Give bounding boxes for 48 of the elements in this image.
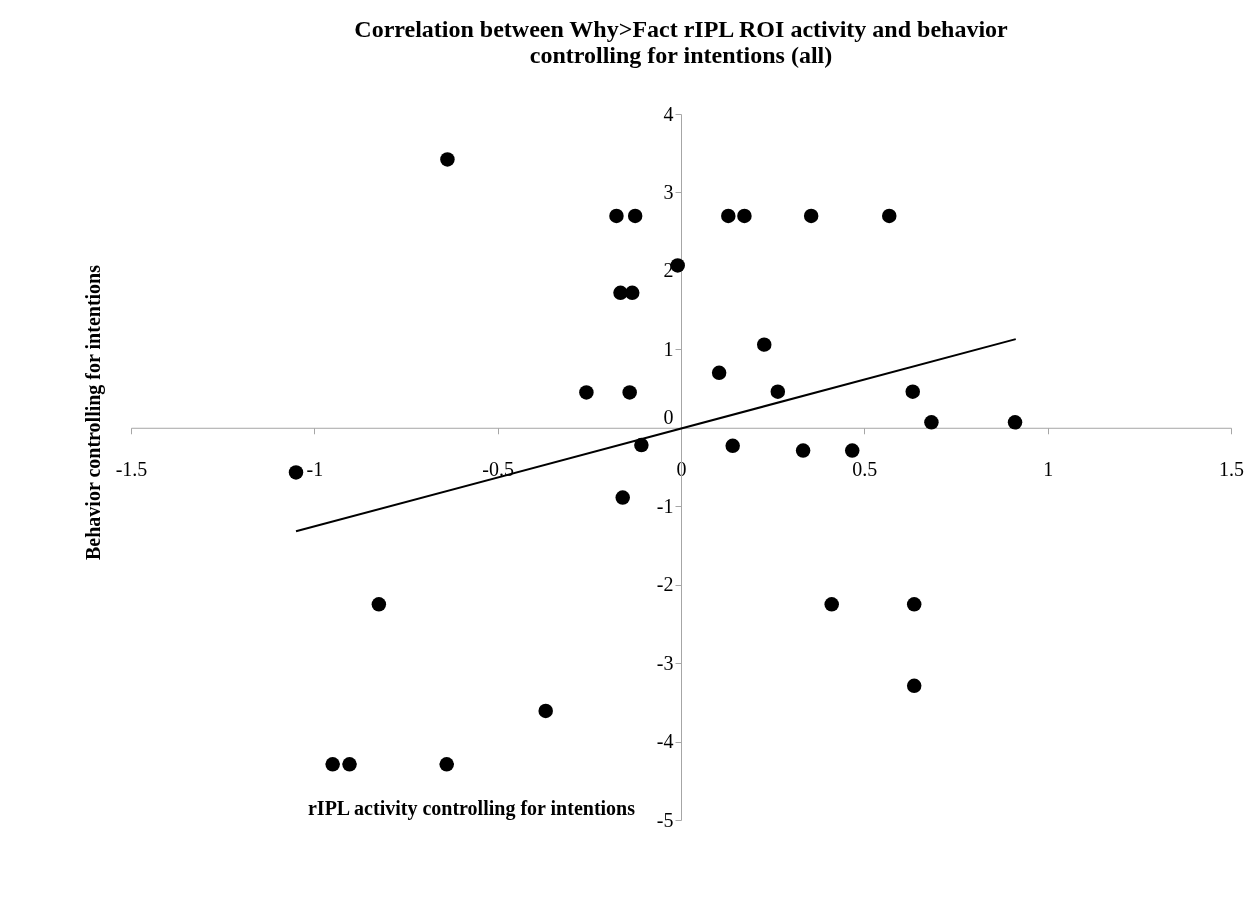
- point: [579, 385, 594, 400]
- point: [882, 208, 897, 224]
- point: [711, 365, 727, 381]
- text: Correlation between Why>Fact rIPL ROI activity and behavior: [354, 16, 1008, 42]
- point: [624, 285, 640, 301]
- text: controlling for intentions (all): [529, 42, 833, 68]
- point: [844, 443, 860, 458]
- x-tick-label: 1.5: [1219, 458, 1244, 481]
- point: [615, 490, 630, 505]
- x-tick-label: 1: [1043, 458, 1054, 481]
- y-tick-label: -1: [656, 494, 674, 517]
- y-axis-title: Behavior controlling for intentions: [81, 264, 105, 561]
- point: [342, 757, 357, 772]
- y-tick-label: 3: [663, 180, 674, 203]
- point: [906, 597, 922, 612]
- x-tick-label: 0.5: [852, 458, 878, 481]
- point: [906, 678, 922, 694]
- point: [905, 384, 920, 399]
- point: [538, 703, 553, 719]
- x-tick-label: -0.5: [482, 458, 514, 481]
- point: [824, 597, 839, 612]
- point: [770, 384, 786, 399]
- point: [440, 152, 455, 167]
- y-tick-label: -4: [656, 730, 674, 753]
- point: [609, 208, 624, 224]
- point: [288, 465, 304, 480]
- point: [721, 208, 736, 224]
- point: [627, 208, 643, 224]
- point: [439, 757, 454, 772]
- y-tick-label: 0: [663, 406, 674, 429]
- point: [725, 438, 740, 454]
- point: [737, 208, 752, 224]
- x-axis-title: rIPL activity controlling for intentions: [307, 796, 636, 820]
- y-tick-label: -3: [656, 651, 674, 674]
- point: [1007, 415, 1023, 430]
- point: [325, 757, 340, 772]
- y-tick-label: 1: [663, 337, 674, 360]
- point: [756, 337, 772, 352]
- point: [371, 597, 387, 612]
- point: [795, 443, 811, 458]
- y-tick-label: 4: [663, 102, 674, 125]
- point: [924, 415, 939, 430]
- point: [803, 208, 819, 224]
- y-tick-label: -2: [656, 573, 674, 596]
- y-tick-label: -5: [656, 808, 674, 831]
- x-tick-label: -1: [306, 458, 324, 481]
- x-tick-label: -1.5: [115, 458, 148, 481]
- point: [622, 385, 637, 400]
